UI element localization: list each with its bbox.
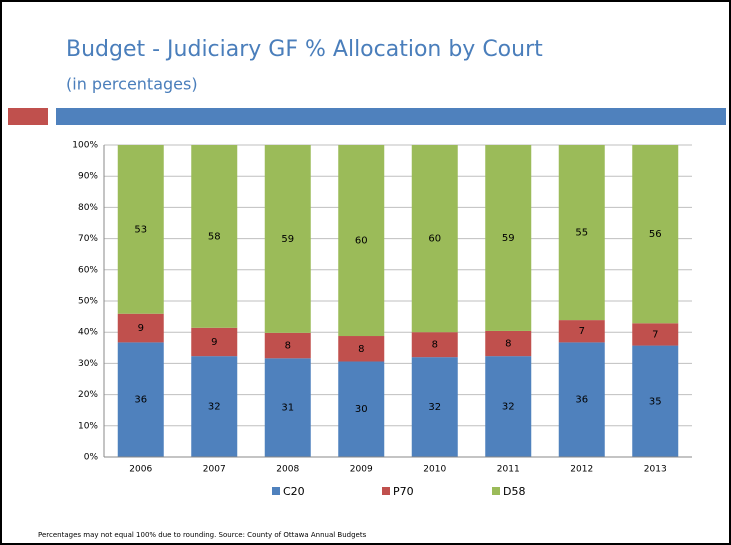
x-tick-label: 2012	[570, 465, 593, 475]
data-label: 32	[502, 402, 515, 413]
y-tick-label: 40%	[78, 328, 98, 338]
x-tick-label: 2007	[203, 465, 226, 475]
bar-segment	[191, 327, 238, 357]
legend-label: P70	[393, 485, 414, 498]
data-label: 58	[208, 231, 221, 242]
bar-segment	[117, 145, 164, 314]
data-label: 9	[211, 337, 217, 348]
bar-segment	[117, 342, 164, 457]
data-label: 55	[575, 228, 588, 239]
data-label: 8	[505, 339, 511, 350]
bar-segment	[632, 323, 679, 346]
chart-subtitle: (in percentages)	[66, 75, 198, 94]
y-tick-label: 60%	[78, 265, 98, 275]
data-label: 32	[428, 402, 441, 413]
data-label: 59	[502, 233, 515, 244]
legend-label: C20	[283, 485, 305, 498]
bar-segment	[338, 361, 385, 457]
x-tick-label: 2008	[276, 465, 299, 475]
chart-title: Budget - Judiciary GF % Allocation by Co…	[66, 37, 543, 62]
data-label: 8	[432, 340, 438, 351]
y-tick-label: 30%	[78, 359, 98, 369]
bar-segment	[191, 145, 238, 328]
bar-segment	[485, 356, 532, 457]
accent-bar	[56, 108, 726, 125]
legend-label: D58	[503, 485, 525, 498]
data-label: 60	[428, 234, 441, 245]
data-label: 30	[355, 404, 368, 415]
x-tick-label: 2006	[129, 465, 152, 475]
y-tick-label: 90%	[78, 172, 98, 182]
data-label: 59	[281, 234, 294, 245]
accent-bar	[8, 108, 48, 125]
bar-segment	[338, 336, 385, 362]
y-tick-label: 0%	[84, 453, 99, 463]
bar-segment	[411, 145, 458, 333]
bar-segment	[632, 145, 679, 324]
x-tick-label: 2009	[350, 465, 373, 475]
bar-segment	[338, 145, 385, 337]
data-label: 36	[575, 395, 588, 406]
bar-segment	[411, 357, 458, 457]
y-tick-label: 80%	[78, 203, 98, 213]
data-label: 9	[138, 323, 144, 334]
legend-swatch	[382, 487, 390, 495]
data-label: 56	[649, 229, 662, 240]
data-label: 53	[134, 224, 147, 235]
x-tick-label: 2011	[497, 465, 520, 475]
bar-segment	[632, 345, 679, 457]
bar-segment	[264, 332, 311, 359]
bar-segment	[558, 145, 605, 321]
data-label: 7	[652, 329, 658, 340]
data-label: 8	[358, 344, 364, 355]
bar-segment	[411, 332, 458, 358]
legend-swatch	[272, 487, 280, 495]
bar-segment	[485, 330, 532, 357]
bar-segment	[117, 313, 164, 343]
bar-segment	[264, 145, 311, 333]
y-tick-label: 50%	[78, 297, 98, 307]
bar-segment	[485, 145, 532, 331]
footnote: Percentages may not equal 100% due to ro…	[38, 531, 367, 539]
data-label: 7	[579, 326, 585, 337]
y-tick-label: 20%	[78, 390, 98, 400]
y-tick-label: 70%	[78, 234, 98, 244]
data-label: 31	[281, 403, 294, 414]
y-tick-label: 10%	[78, 421, 98, 431]
bar-segment	[191, 356, 238, 457]
x-tick-label: 2013	[644, 465, 667, 475]
data-label: 60	[355, 236, 368, 247]
bar-segment	[558, 342, 605, 457]
legend-swatch	[492, 487, 500, 495]
data-label: 32	[208, 402, 221, 413]
bar-segment	[558, 320, 605, 343]
data-label: 35	[649, 396, 662, 407]
bar-segment	[264, 358, 311, 457]
data-label: 36	[134, 395, 147, 406]
y-tick-label: 100%	[72, 141, 98, 151]
data-label: 8	[285, 341, 291, 352]
x-tick-label: 2010	[423, 465, 446, 475]
